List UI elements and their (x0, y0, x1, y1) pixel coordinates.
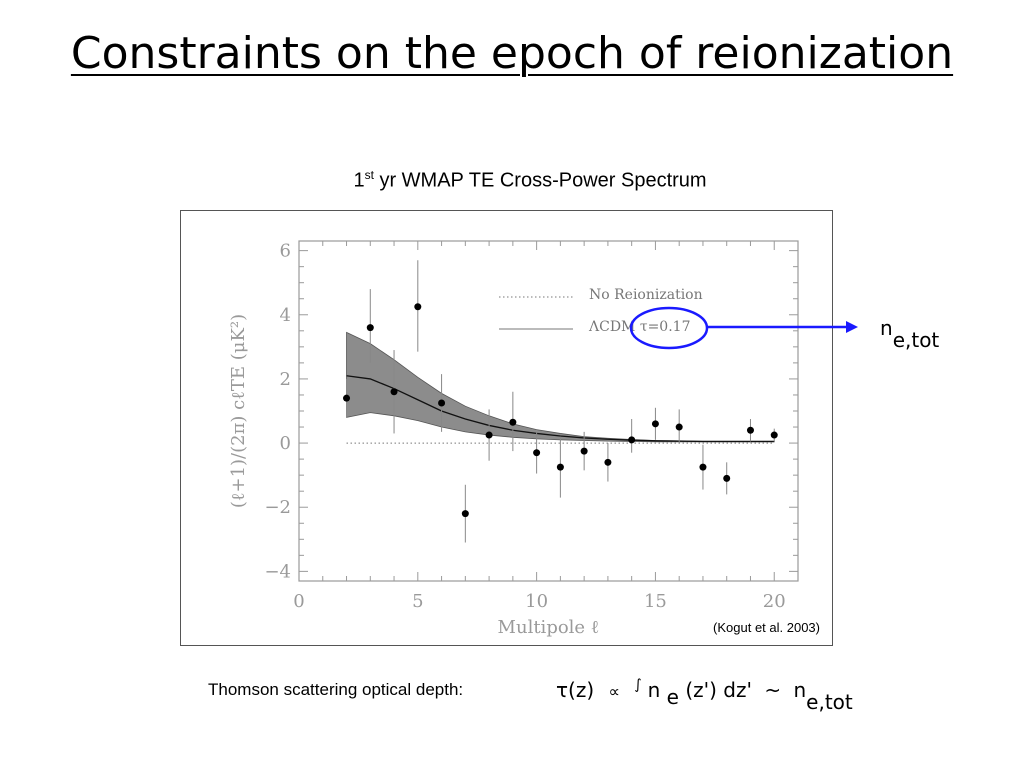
y-axis-label: (ℓ+1)/(2π) cℓTE (μK²) (228, 314, 249, 508)
data-point (556, 463, 564, 471)
y-tick-label: 2 (280, 369, 291, 390)
data-point (699, 463, 707, 471)
chart-heading: 1st yr WMAP TE Cross-Power Spectrum (240, 168, 820, 193)
ne-tot-annotation: ne,tot (880, 316, 939, 350)
data-point (770, 431, 778, 439)
x-tick-label: 10 (525, 591, 548, 612)
x-axis-label: Multipole ℓ (498, 617, 600, 638)
formula-n: n (647, 678, 661, 702)
y-tick-label: 0 (280, 433, 291, 454)
optical-depth-label: Thomson scattering optical depth: (208, 680, 464, 699)
data-point (746, 426, 754, 434)
y-tick-label: 4 (280, 305, 291, 326)
chart-heading-superscript: st (364, 168, 374, 182)
slide-title: Constraints on the epoch of reionization (70, 28, 954, 79)
x-tick-label: 0 (293, 591, 304, 612)
data-point (509, 418, 517, 426)
data-point (628, 436, 636, 444)
data-point (414, 303, 422, 311)
ne-tot-subscript: e,tot (892, 328, 940, 352)
y-tick-label: 6 (280, 241, 291, 262)
data-point (604, 458, 612, 466)
chart-heading-prefix: 1 (353, 169, 365, 192)
formula-proportional: ∝ (608, 682, 620, 701)
data-point (651, 420, 659, 428)
chart-frame: 0 5 10 15 20 6 4 2 0 −2 −4 Multipole ℓ (ℓ+1)/(2π) cℓ… (180, 210, 833, 646)
formula-n2: n (793, 678, 807, 702)
data-point (485, 431, 493, 439)
data-point (533, 449, 541, 457)
data-point (390, 388, 398, 396)
x-tick-label: 5 (412, 591, 423, 612)
data-point (675, 423, 683, 431)
formula-tilde: ~ (764, 678, 782, 702)
formula-arg: (z') dz' (685, 678, 752, 702)
data-point (343, 394, 351, 402)
lcdm-model-line (346, 375, 775, 443)
y-tick-label: −2 (264, 497, 291, 518)
formula-integral: ∫ (634, 677, 642, 693)
data-point (461, 510, 469, 518)
data-point (723, 474, 731, 482)
legend-lcdm-label: ΛCDM τ=0.17 (588, 319, 690, 335)
data-point (438, 399, 446, 407)
formula-n2-subscript: e,tot (806, 690, 853, 714)
y-tick-label: −4 (264, 561, 291, 582)
formula-tau: τ(z) (556, 678, 595, 702)
optical-depth-formula: τ(z) ∝ ∫ n e (z') dz' ~ ne,tot (556, 677, 853, 714)
legend-no-reionization-label: No Reionization (589, 287, 703, 303)
ne-tot-symbol: n (880, 316, 893, 340)
data-point (366, 324, 374, 332)
annotation-arrowhead (846, 321, 858, 333)
data-point (580, 447, 588, 455)
citation: (Kogut et al. 2003) (713, 620, 820, 635)
x-tick-label: 20 (763, 591, 786, 612)
chart-heading-rest: yr WMAP TE Cross-Power Spectrum (373, 169, 707, 192)
x-tick-label: 15 (644, 591, 667, 612)
formula-n-subscript: e (666, 685, 679, 709)
